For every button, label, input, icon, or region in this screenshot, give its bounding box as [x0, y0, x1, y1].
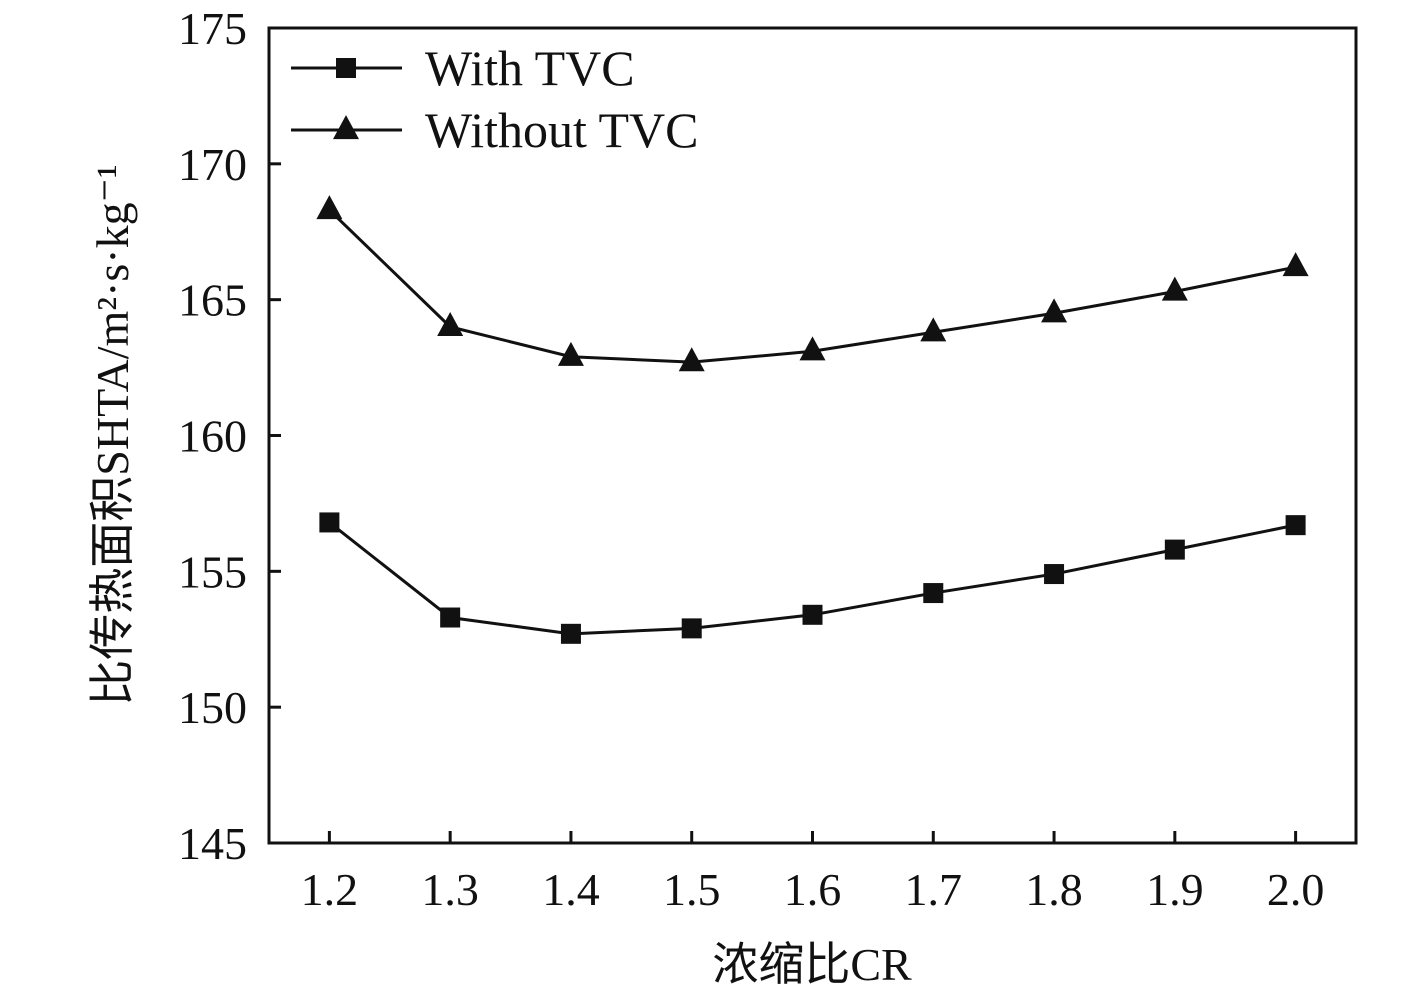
x-tick-label: 1.2	[301, 864, 359, 915]
data-point-square	[319, 512, 340, 533]
y-axis-title: 比传热面积SHTA/m²·s·kg⁻¹	[87, 164, 138, 705]
y-tick-label: 145	[178, 818, 247, 869]
y-axis: 145 150 155 160 165 170 175	[178, 3, 281, 869]
x-tick-label: 1.7	[905, 864, 963, 915]
x-axis: 1.2 1.3 1.4 1.5 1.6 1.7 1.8 1.9 2.0	[301, 831, 1325, 915]
series-triangle	[316, 195, 1309, 372]
x-tick-label: 1.3	[421, 864, 479, 915]
data-point-triangle	[557, 341, 584, 366]
data-point-square	[681, 618, 702, 639]
data-point-triangle	[920, 317, 947, 342]
y-tick-label: 175	[178, 3, 247, 54]
data-point-triangle	[1161, 276, 1188, 301]
y-tick-label: 150	[178, 682, 247, 733]
data-point-square	[802, 604, 823, 625]
data-point-square	[1164, 539, 1185, 560]
legend-label: Without TVC	[425, 102, 698, 158]
data-point-square	[440, 607, 461, 628]
legend-marker-triangle	[333, 115, 359, 140]
data-point-square	[923, 583, 944, 604]
series-layer	[316, 195, 1309, 644]
data-point-square	[1044, 564, 1065, 585]
x-tick-label: 1.6	[784, 864, 842, 915]
legend-item: With TVC	[291, 40, 635, 96]
legend-marker-square	[336, 58, 356, 78]
data-point-triangle	[678, 347, 705, 372]
legend-item: Without TVC	[291, 102, 698, 158]
x-tick-label: 1.4	[542, 864, 600, 915]
y-tick-label: 160	[178, 411, 247, 462]
legend: With TVC Without TVC	[291, 40, 698, 158]
data-point-triangle	[1282, 252, 1309, 277]
x-axis-title: 浓缩比CR	[712, 939, 912, 990]
data-point-triangle	[316, 195, 343, 220]
series-square	[319, 512, 1306, 644]
data-point-triangle	[437, 311, 464, 336]
x-tick-label: 1.5	[663, 864, 721, 915]
data-point-square	[1285, 515, 1306, 536]
y-tick-label: 165	[178, 275, 247, 326]
x-tick-label: 1.9	[1146, 864, 1204, 915]
data-point-triangle	[1041, 298, 1068, 323]
legend-label: With TVC	[425, 40, 635, 96]
data-point-square	[560, 623, 581, 644]
x-tick-label: 1.8	[1025, 864, 1083, 915]
data-point-triangle	[799, 336, 826, 361]
y-tick-label: 170	[178, 139, 247, 190]
y-tick-label: 155	[178, 546, 247, 597]
x-tick-label: 2.0	[1267, 864, 1325, 915]
